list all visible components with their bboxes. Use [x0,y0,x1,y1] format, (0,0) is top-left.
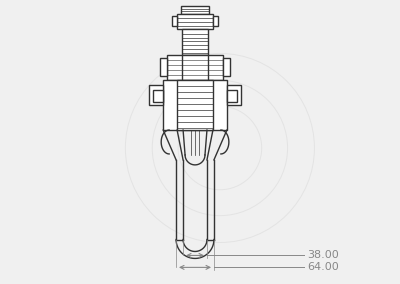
Text: 64.00: 64.00 [308,262,339,272]
Bar [153,90,163,102]
Bar [227,90,237,102]
Bar [177,80,213,130]
Text: 38.00: 38.00 [308,250,339,260]
Bar [149,85,163,105]
Bar [182,55,208,80]
Bar [167,55,223,80]
Bar [160,59,167,76]
Bar [177,14,213,29]
Bar [172,16,177,26]
Bar [213,16,218,26]
Bar [163,80,227,130]
Bar [182,29,208,55]
Bar [181,6,209,14]
Bar [223,59,230,76]
Bar [227,85,241,105]
